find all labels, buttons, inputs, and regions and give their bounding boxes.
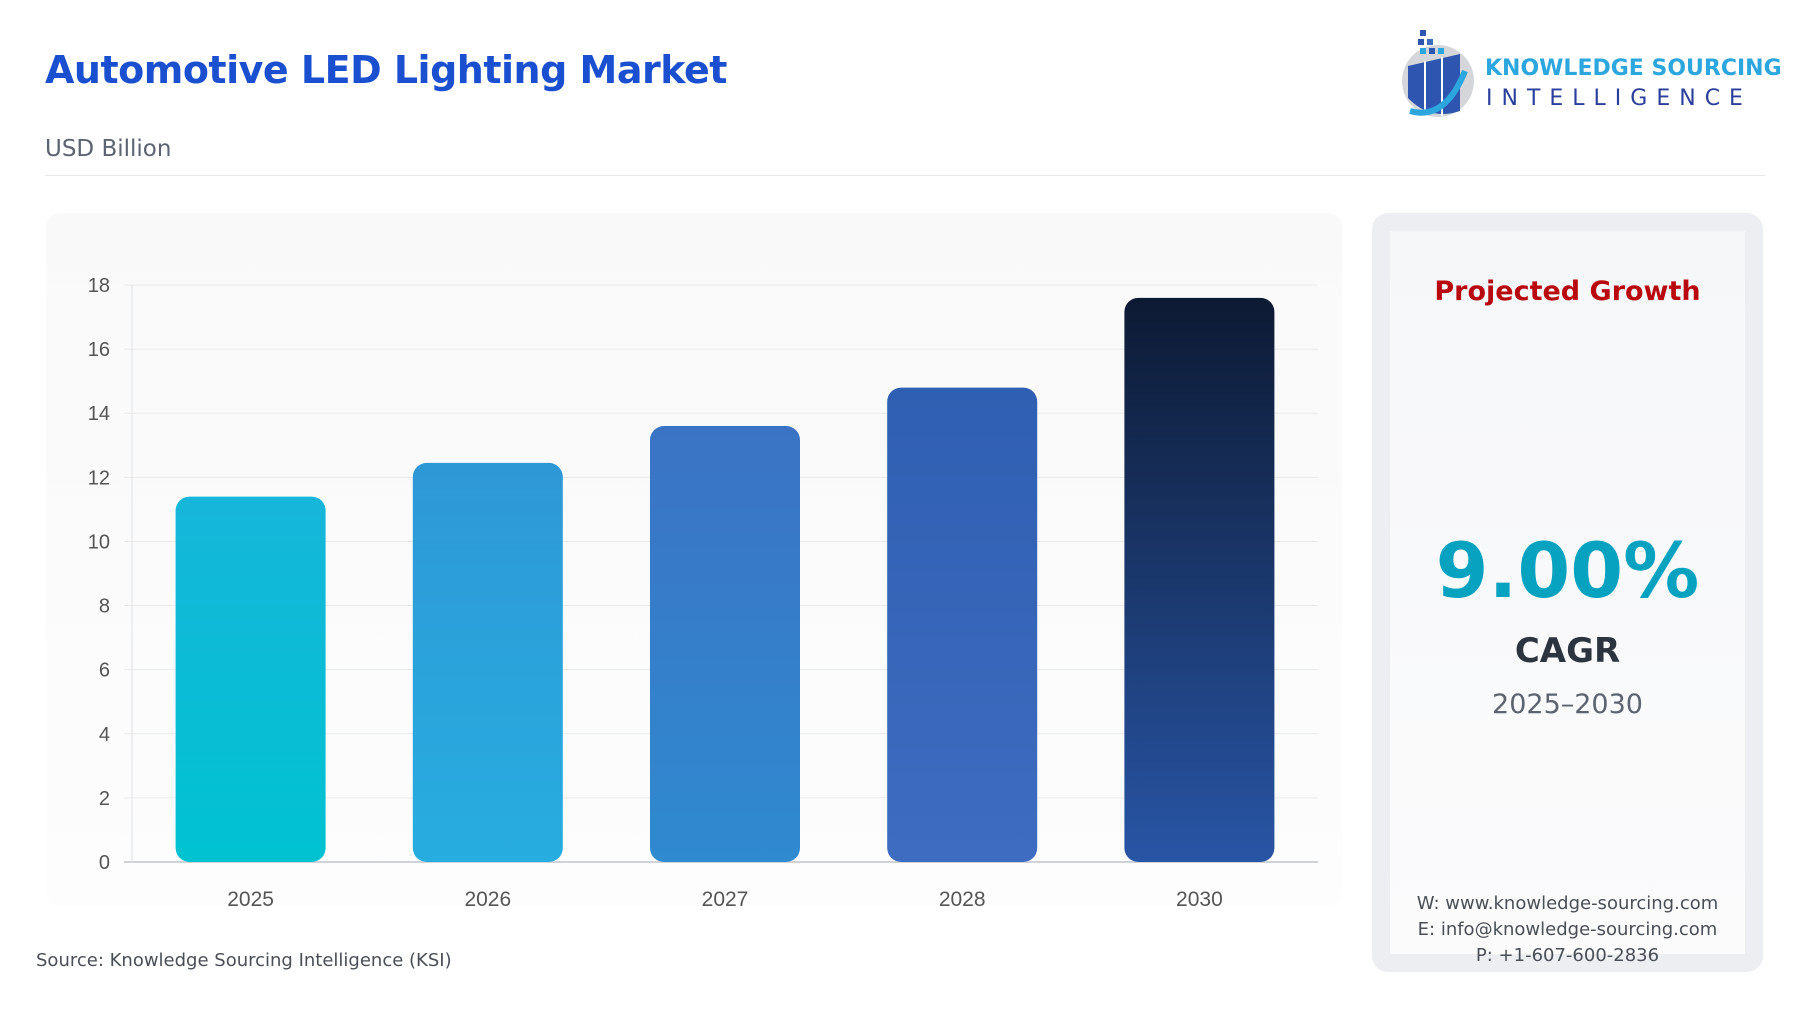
- y-tick-label: 12: [88, 467, 110, 489]
- y-tick-label: 4: [99, 724, 110, 746]
- growth-panel: Projected Growth 9.00% CAGR 2025–2030 W:…: [1372, 213, 1763, 972]
- y-tick-label: 8: [99, 596, 110, 618]
- logo-text-line2: INTELLIGENCE: [1486, 86, 1752, 111]
- page-title: Automotive LED Lighting Market: [45, 48, 727, 92]
- chart-panel: 0 2 4 6 8 10 12 14 16 18 2025 2026 2027 2028 2030: [46, 213, 1342, 906]
- cagr-period: 2025–2030: [1492, 689, 1643, 720]
- y-tick-label: 14: [88, 403, 110, 425]
- bar-2026[interactable]: [412, 462, 563, 862]
- unit-label: USD Billion: [45, 136, 172, 162]
- phone-number: P: +1-607-600-2836: [1475, 945, 1660, 966]
- source-note: Source: Knowledge Sourcing Intelligence …: [36, 950, 452, 971]
- y-tick-label: 16: [88, 339, 110, 361]
- bar-2025[interactable]: [175, 496, 326, 862]
- website-link[interactable]: W: www.knowledge-sourcing.com: [1416, 893, 1719, 914]
- logo-text-line1: KNOWLEDGE SOURCING: [1485, 56, 1782, 81]
- bar-2030[interactable]: [1124, 297, 1275, 862]
- cagr-value: 9.00%: [1435, 526, 1700, 615]
- x-tick-label: 2028: [939, 888, 986, 906]
- divider: [45, 175, 1765, 176]
- y-tick-label: 2: [99, 788, 110, 810]
- x-tick-label: 2025: [227, 888, 274, 906]
- y-tick-label: 10: [88, 531, 110, 553]
- email-link[interactable]: E: info@knowledge-sourcing.com: [1417, 919, 1718, 940]
- bar-2027[interactable]: [650, 426, 800, 862]
- bar-2028[interactable]: [887, 387, 1038, 862]
- x-tick-label: 2030: [1176, 888, 1223, 906]
- y-tick-label: 6: [99, 660, 110, 682]
- company-logo: KNOWLEDGE SOURCING INTELLIGENCE: [1400, 26, 1782, 121]
- logo-icon: [1402, 30, 1474, 117]
- x-tick-label: 2027: [702, 888, 749, 906]
- y-tick-label: 0: [99, 852, 110, 874]
- bar-chart: 0 2 4 6 8 10 12 14 16 18 2025 2026 2027 2028 2030: [88, 275, 1318, 906]
- cagr-label: CAGR: [1514, 631, 1621, 671]
- y-tick-label: 18: [88, 275, 110, 297]
- growth-heading: Projected Growth: [1434, 276, 1701, 307]
- x-tick-label: 2026: [464, 888, 511, 906]
